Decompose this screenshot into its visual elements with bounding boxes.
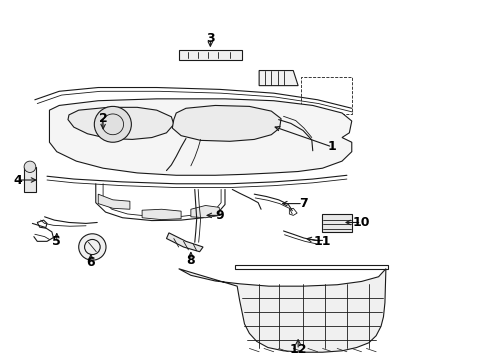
Circle shape bbox=[94, 107, 131, 142]
Text: 2: 2 bbox=[99, 112, 107, 125]
Polygon shape bbox=[259, 71, 298, 86]
Text: 7: 7 bbox=[298, 197, 307, 210]
Text: 8: 8 bbox=[186, 254, 195, 267]
Text: 5: 5 bbox=[52, 235, 61, 248]
Text: 12: 12 bbox=[289, 343, 306, 356]
Text: 1: 1 bbox=[327, 140, 336, 153]
Text: 4: 4 bbox=[13, 174, 22, 186]
Polygon shape bbox=[24, 167, 36, 192]
Polygon shape bbox=[49, 99, 351, 175]
Polygon shape bbox=[142, 209, 181, 220]
Polygon shape bbox=[178, 50, 242, 60]
Polygon shape bbox=[172, 105, 281, 141]
Text: 9: 9 bbox=[215, 209, 224, 222]
Circle shape bbox=[79, 234, 106, 260]
Polygon shape bbox=[190, 206, 220, 218]
Text: 3: 3 bbox=[205, 32, 214, 45]
Polygon shape bbox=[321, 214, 351, 232]
Text: 11: 11 bbox=[313, 235, 330, 248]
Polygon shape bbox=[68, 107, 173, 139]
Circle shape bbox=[24, 161, 36, 172]
Polygon shape bbox=[98, 194, 130, 209]
Polygon shape bbox=[166, 233, 203, 252]
Polygon shape bbox=[178, 269, 385, 352]
Text: 10: 10 bbox=[352, 216, 369, 229]
Text: 6: 6 bbox=[86, 256, 95, 269]
